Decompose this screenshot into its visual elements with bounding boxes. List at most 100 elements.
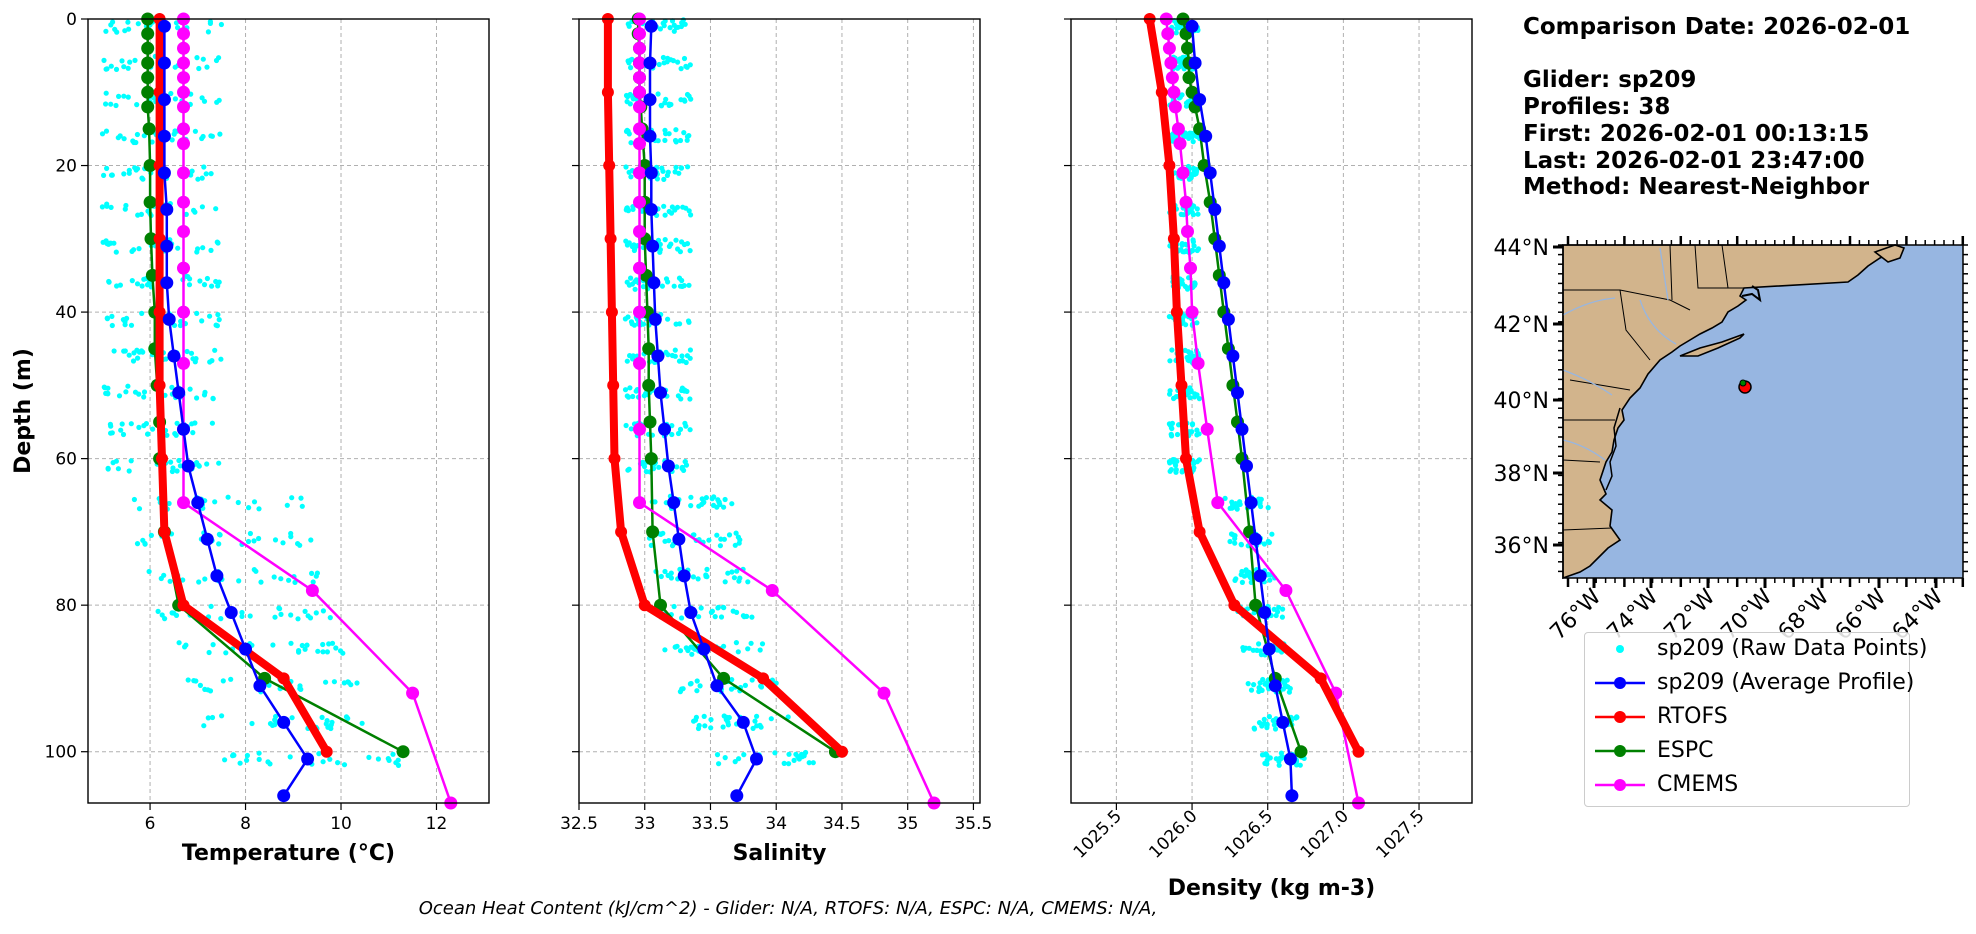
raw-data-point — [292, 579, 298, 586]
raw-data-point — [663, 131, 669, 137]
raw-data-point — [1243, 567, 1249, 573]
data-point-glider — [1199, 129, 1213, 143]
raw-data-point — [681, 130, 687, 136]
raw-data-point — [195, 246, 201, 252]
raw-data-point — [1191, 203, 1197, 209]
raw-data-point — [205, 29, 211, 35]
data-point-glider — [730, 789, 744, 803]
raw-data-point — [735, 649, 741, 655]
raw-data-point — [680, 17, 687, 23]
profile-count: Profiles: 38 — [1523, 94, 1671, 121]
data-point-cmems — [633, 100, 646, 114]
raw-data-point — [126, 352, 132, 358]
raw-data-point — [149, 139, 155, 145]
raw-data-point — [673, 127, 679, 133]
raw-data-point — [136, 506, 143, 512]
data-point-rtofs — [1193, 525, 1206, 538]
data-point-glider — [1262, 642, 1276, 656]
raw-data-point — [660, 168, 666, 174]
raw-data-point — [682, 459, 688, 465]
raw-data-point — [730, 608, 736, 614]
panel-salinity: 32.5 33 33.5 34 34.5 35 35.5 Salinity — [560, 12, 992, 866]
raw-data-point — [304, 642, 310, 648]
raw-data-point — [640, 459, 646, 465]
raw-data-point — [148, 532, 154, 539]
raw-data-point — [672, 353, 678, 359]
raw-data-point — [99, 204, 105, 210]
raw-data-point — [223, 650, 229, 656]
raw-data-point — [109, 172, 115, 178]
raw-data-point — [679, 615, 685, 621]
data-point-espc — [141, 41, 155, 55]
raw-data-point — [113, 102, 119, 109]
raw-data-point — [308, 537, 314, 543]
series-glider — [1185, 19, 1299, 803]
data-point-rtofs — [608, 452, 621, 465]
raw-data-point — [627, 353, 633, 359]
data-point-glider — [172, 386, 186, 400]
raw-data-point — [1278, 750, 1284, 756]
data-point-glider — [644, 19, 658, 33]
raw-data-point — [207, 313, 213, 319]
series-espc — [631, 12, 842, 759]
raw-data-point — [200, 56, 206, 62]
raw-data-point — [624, 99, 630, 105]
legend-label: sp209 (Raw Data Points) — [1657, 636, 1928, 661]
raw-data-point — [225, 494, 231, 500]
raw-data-point — [662, 647, 668, 653]
raw-data-point — [116, 93, 122, 99]
raw-data-point — [672, 347, 678, 353]
x-tick-label: 34.5 — [823, 814, 861, 834]
data-point-espc — [1294, 745, 1308, 759]
data-point-cmems — [1171, 122, 1185, 136]
data-point-espc — [642, 378, 656, 392]
raw-data-point — [176, 640, 182, 646]
raw-data-point — [103, 90, 109, 96]
raw-data-point — [150, 426, 156, 432]
raw-data-point — [640, 321, 647, 327]
raw-data-point — [121, 64, 127, 70]
data-point-cmems — [177, 496, 190, 510]
raw-data-point — [328, 722, 334, 728]
raw-data-point — [108, 63, 114, 69]
raw-data-point — [803, 749, 809, 756]
axes-frame — [578, 18, 981, 804]
raw-data-point — [799, 751, 805, 757]
raw-data-point — [194, 55, 200, 61]
raw-data-point — [1188, 429, 1194, 435]
raw-data-point — [668, 210, 675, 216]
raw-data-point — [1262, 681, 1268, 687]
raw-data-point — [1246, 645, 1252, 651]
raw-data-point — [1194, 392, 1200, 398]
data-point-rtofs — [604, 232, 617, 245]
raw-data-point — [668, 57, 674, 63]
data-point-glider — [157, 56, 171, 70]
data-point-glider — [644, 166, 658, 180]
raw-data-point — [1227, 538, 1233, 545]
data-point-cmems — [633, 261, 646, 275]
lat-label: 38°N — [1494, 462, 1549, 487]
raw-data-point — [704, 566, 710, 573]
raw-data-point — [104, 203, 110, 209]
raw-data-point — [786, 761, 792, 767]
raw-data-point — [674, 204, 681, 210]
raw-data-point — [1251, 682, 1257, 688]
data-point-cmems — [1161, 27, 1175, 41]
raw-data-point — [278, 576, 284, 582]
raw-data-point — [632, 286, 638, 292]
raw-data-point — [190, 430, 196, 436]
raw-data-point — [228, 676, 234, 682]
raw-data-point — [677, 137, 684, 144]
raw-data-point — [716, 761, 722, 767]
raw-data-point — [201, 282, 208, 288]
raw-data-point — [715, 604, 722, 611]
data-point-cmems — [1173, 137, 1187, 151]
data-point-cmems — [1191, 356, 1205, 370]
raw-data-point — [1261, 716, 1267, 723]
raw-data-point — [204, 275, 210, 282]
raw-data-point — [658, 573, 664, 580]
raw-data-point — [288, 534, 294, 540]
raw-data-point — [209, 714, 216, 721]
raw-data-point — [810, 760, 816, 766]
raw-data-point — [628, 140, 634, 146]
